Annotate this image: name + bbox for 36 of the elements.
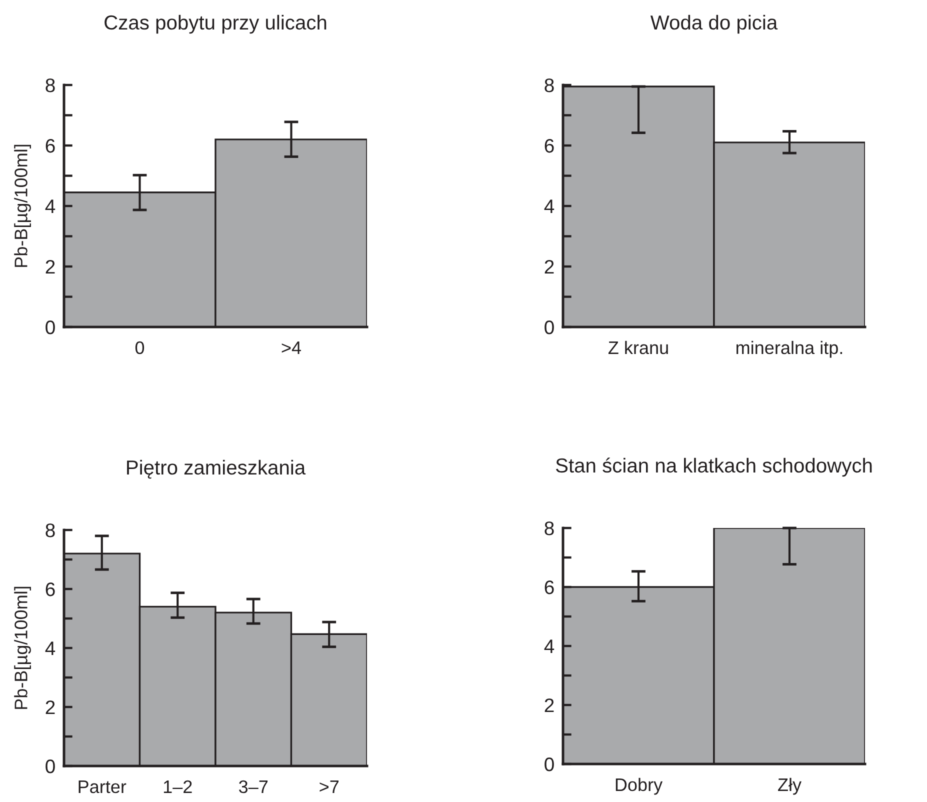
y-tick-label: 2: [46, 260, 55, 274]
y-tick-label: 2: [46, 700, 55, 714]
x-tick-label: mineralna itp.: [736, 340, 842, 358]
y-tick-label: 4: [45, 642, 56, 656]
x-tick-label: Parter: [78, 780, 126, 794]
y-tick-label: 4: [544, 200, 554, 214]
y-tick-label: 8: [46, 523, 55, 538]
x-tick-label: Z kranu: [608, 340, 668, 354]
y-tick-label: 4: [544, 640, 554, 654]
y-tick-label: 6: [544, 580, 554, 594]
y-tick-label: 6: [46, 582, 55, 596]
x-tick-label: 1–2: [164, 780, 192, 793]
y-tick-label: 0: [544, 757, 554, 772]
y-tick-label: 0: [46, 320, 55, 334]
chart-title: Woda do picia: [650, 14, 778, 34]
y-axis-title: Pb-B[µg/100ml]: [14, 144, 31, 267]
y-tick-label: 6: [544, 138, 554, 153]
chart-title: Czas pobytu przy ulicach: [104, 14, 326, 34]
y-tick-label: 0: [46, 759, 55, 774]
y-tick-label: 6: [46, 138, 55, 153]
chart-title: Piętro zamieszkania: [127, 460, 306, 479]
chart-title: Stan ścian na klatkach schodowych: [556, 458, 872, 477]
x-tick-label: Dobry: [616, 778, 663, 795]
y-tick-label: 8: [544, 521, 554, 536]
x-tick-label: 3–7: [239, 780, 268, 794]
x-tick-label: Zły: [778, 778, 802, 795]
y-tick-label: 0: [544, 320, 554, 334]
x-tick-label: >7: [320, 780, 339, 793]
x-tick-label: >4: [282, 342, 302, 354]
y-tick-label: 8: [544, 78, 554, 92]
y-tick-label: 8: [46, 78, 55, 92]
y-axis-title: Pb-B[µg/100ml]: [14, 586, 31, 709]
y-tick-label: 2: [544, 260, 554, 274]
y-tick-label: 4: [45, 200, 56, 214]
y-tick-label: 2: [544, 698, 554, 712]
x-tick-label: 0: [135, 341, 144, 354]
